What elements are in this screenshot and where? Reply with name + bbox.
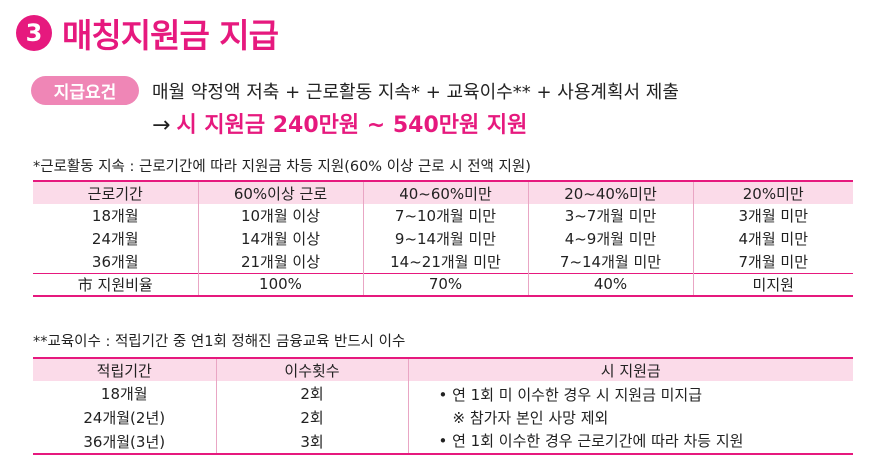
- subsidy-line: ※ 참가자 본인 사망 제외: [452, 409, 609, 427]
- section-title-text: 매칭지원금 지급: [62, 16, 279, 55]
- requirement-result: → 시 지원금 240만원 ~ 540만원 지원: [152, 107, 527, 139]
- table-header-cell: 60%이상 근로: [197, 181, 363, 204]
- table-cell: 미지원: [692, 272, 853, 296]
- table-cell: 100%: [197, 272, 363, 296]
- table-cell: 4개월 미만: [692, 227, 853, 250]
- table-cell: 3개월 미만: [692, 204, 853, 227]
- requirement-conditions: 매월 약정액 저축 + 근로활동 지속* + 교육이수** + 사용계획서 제출: [152, 82, 679, 103]
- table-cell: 市 지원비율: [33, 272, 198, 296]
- section-title: 3 매칭지원금 지급: [16, 10, 279, 56]
- arrow-icon: →: [152, 113, 171, 138]
- table-header-cell: 20~40%미만: [527, 181, 693, 204]
- table-cell: 2회: [215, 405, 408, 430]
- table-cell: 14~21개월 미만: [362, 250, 528, 273]
- table-row: 36개월(3년) 3회: [33, 429, 853, 454]
- table-header-cell: 20%미만: [692, 181, 853, 204]
- table-header-cell: 40~60%미만: [362, 181, 528, 204]
- section-number-badge: 3: [16, 15, 52, 51]
- requirement-amount: 시 지원금 240만원 ~ 540만원 지원: [176, 113, 528, 138]
- table-header-cell: 이수횟수: [215, 358, 408, 381]
- requirement-badge: 지급요건: [31, 76, 139, 105]
- table-cell: 18개월: [91, 207, 139, 225]
- table-cell: 70%: [362, 272, 528, 296]
- table-cell: 7개월 미만: [692, 250, 853, 273]
- table-row: 36개월 21개월 이상 14~21개월 미만 7~14개월 미만 7개월 미만: [33, 250, 853, 273]
- table-cell: 3~7개월 미만: [527, 204, 693, 227]
- table-cell: 24개월(2년): [83, 408, 166, 427]
- table-cell: 36개월: [91, 252, 139, 271]
- table-cell: 40%: [527, 272, 693, 296]
- table-cell: 3회: [215, 429, 408, 454]
- table-header-row: 적립기간 이수횟수 시 지원금: [33, 358, 853, 381]
- table-cell: 10개월 이상: [197, 204, 363, 227]
- subsidy-line: • 연 1회 미 이수한 경우 시 지원금 미지급: [438, 386, 703, 404]
- table-header-row: 근로기간 60%이상 근로 40~60%미만 20~40%미만 20%미만: [33, 181, 853, 204]
- table-cell: 14개월 이상: [197, 227, 363, 250]
- table-row: 18개월 10개월 이상 7~10개월 미만 3~7개월 미만 3개월 미만: [33, 204, 853, 227]
- table-header-cell: 시 지원금: [407, 358, 853, 381]
- education-note: **교육이수 : 적립기간 중 연1회 정해진 금융교육 반드시 이수: [33, 334, 406, 350]
- table-header-cell: 적립기간: [33, 358, 216, 381]
- work-note: *근로활동 지속 : 근로기간에 따라 지원금 차등 지원(60% 이상 근로 …: [33, 159, 531, 175]
- table-cell: 9~14개월 미만: [362, 227, 528, 250]
- subsidy-line: • 연 1회 이수한 경우 근로기간에 따라 차등 지원: [438, 432, 744, 450]
- table-cell: 7~14개월 미만: [527, 250, 693, 273]
- table-row: 24개월 14개월 이상 9~14개월 미만 4~9개월 미만 4개월 미만: [33, 227, 853, 250]
- table-cell: 21개월 이상: [197, 250, 363, 273]
- table-cell: 24개월: [91, 230, 139, 248]
- table-header-cell: 근로기간: [33, 181, 198, 204]
- table-cell: 36개월(3년): [83, 432, 166, 451]
- table-cell: 4~9개월 미만: [527, 227, 693, 250]
- work-period-table: 근로기간 60%이상 근로 40~60%미만 20~40%미만 20%미만 18…: [33, 180, 853, 297]
- table-row: 24개월(2년) 2회: [33, 405, 853, 430]
- education-table: 적립기간 이수횟수 시 지원금 18개월 2회 • 연 1회 미 이수한 경우 …: [33, 357, 853, 455]
- table-cell: 2회: [215, 381, 408, 406]
- subsidy-cell: • 연 1회 미 이수한 경우 시 지원금 미지급 ※ 참가자 본인 사망 제외…: [407, 381, 853, 454]
- table-row: 18개월 2회 • 연 1회 미 이수한 경우 시 지원금 미지급 ※ 참가자 …: [33, 381, 853, 454]
- ratio-row: 市 지원비율 100% 70% 40% 미지원: [33, 272, 853, 296]
- table-cell: 18개월: [100, 384, 148, 403]
- table-cell: 7~10개월 미만: [362, 204, 528, 227]
